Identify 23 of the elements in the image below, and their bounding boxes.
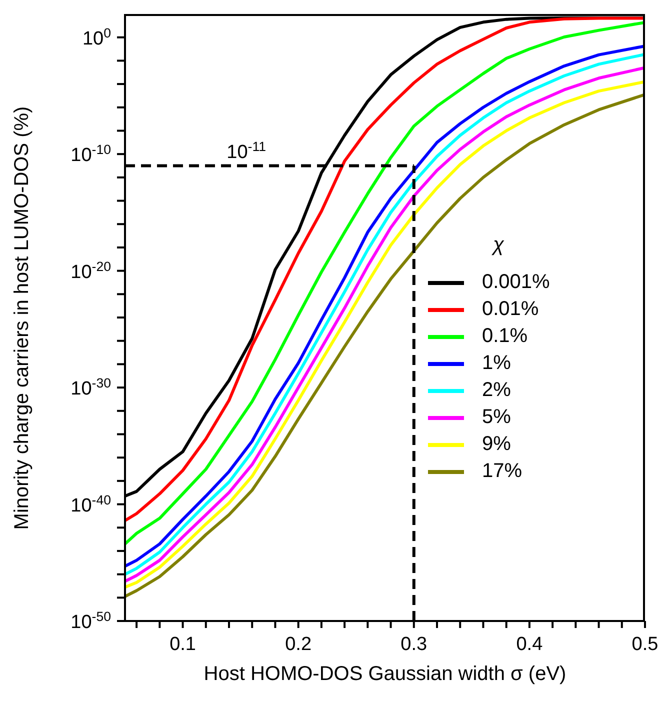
x-tick-label: 0.4 <box>516 634 544 655</box>
x-axis-title: Host HOMO-DOS Gaussian width σ (eV) <box>202 662 568 686</box>
y-tick-label: 10$^{-20}$ <box>70 258 111 283</box>
legend-label: 17% <box>482 460 522 483</box>
legend-label: 0.01% <box>482 298 539 321</box>
y-axis-title: Minority charge carriers in host LUMO-DOS (%) <box>10 104 34 532</box>
y-tick-label: 10$^{-30}$ <box>70 375 111 400</box>
legend-label: 0.001% <box>482 271 550 294</box>
legend-label: 1% <box>482 352 511 375</box>
y-tick-label: 10$^{-50}$ <box>70 608 111 633</box>
legend-label: 0.1% <box>482 325 528 348</box>
legend-label: 9% <box>482 433 511 456</box>
x-tick-label: 0.3 <box>400 634 428 655</box>
y-tick-label: 10$^{0}$ <box>82 24 111 50</box>
y-tick-label: 10$^{-10}$ <box>70 142 111 166</box>
annotation: 10$^{-11}$ <box>226 138 266 163</box>
legend-title: χ <box>493 234 505 257</box>
x-tick-label: 0.5 <box>632 634 658 655</box>
x-tick-label: 0.1 <box>170 634 196 655</box>
y-tick-label: 10$^{-40}$ <box>70 492 111 516</box>
x-tick-label: 0.2 <box>285 634 312 655</box>
legend-label: 2% <box>482 379 511 402</box>
legend-label: 5% <box>482 406 511 429</box>
